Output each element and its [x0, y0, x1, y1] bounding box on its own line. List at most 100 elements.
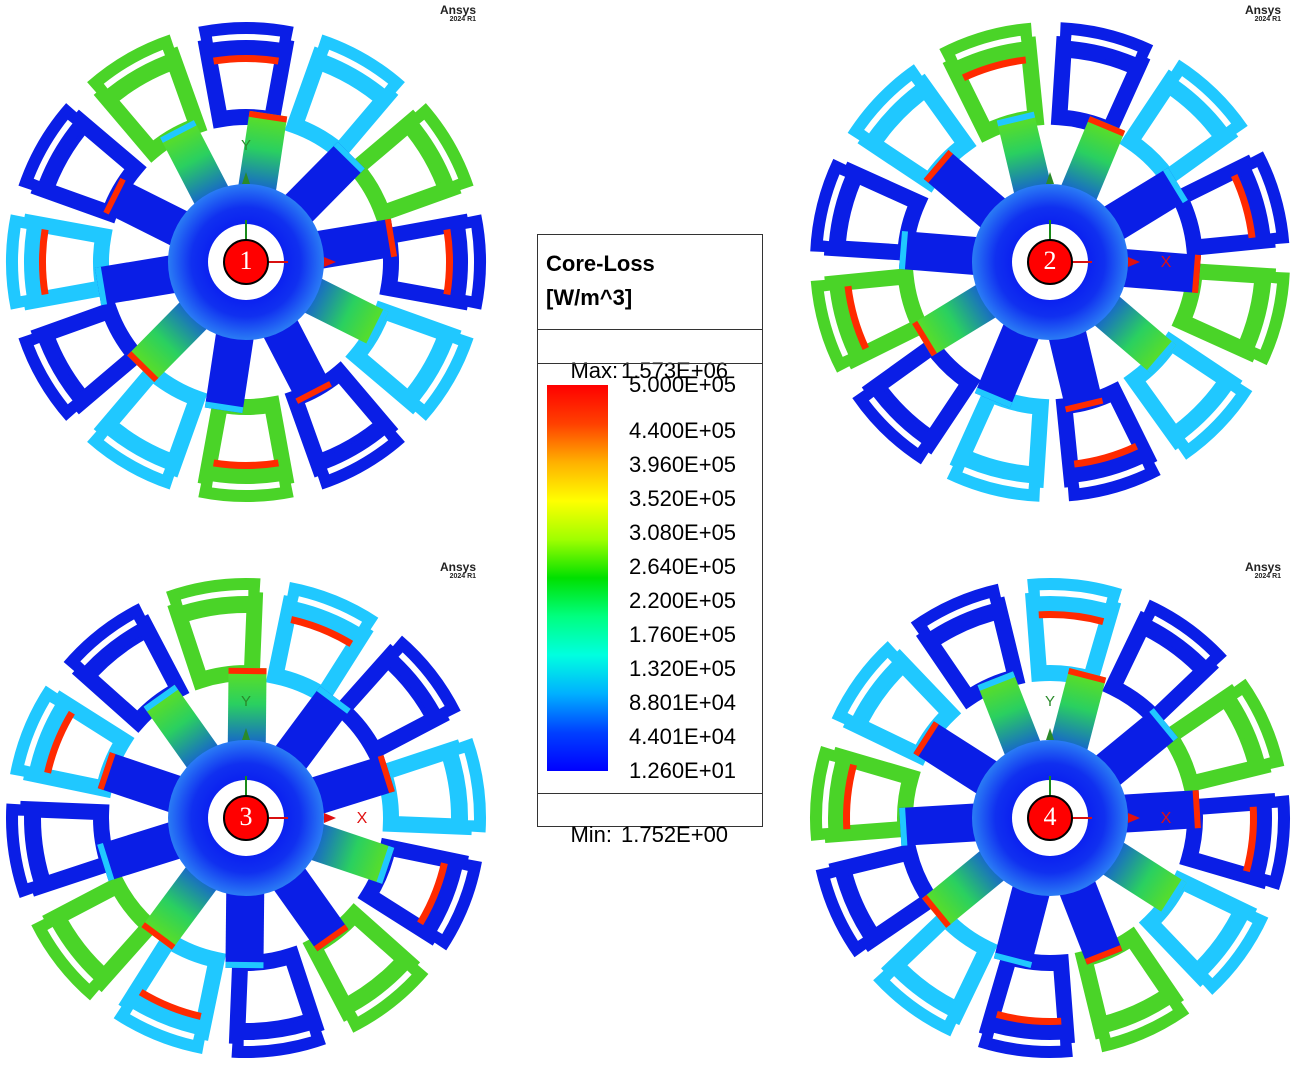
x-axis-label: X	[1161, 254, 1172, 271]
slot-gap	[1108, 1005, 1173, 1038]
legend-tick-label: 3.960E+05	[629, 452, 737, 477]
legend-tick-label: 8.801E+04	[629, 690, 737, 715]
slot-gap	[1208, 920, 1253, 979]
legend-tick-label: 5.000E+05	[629, 372, 737, 397]
y-arrow-icon	[242, 728, 250, 740]
legend-max: Max: 1.573E+06	[546, 332, 728, 410]
slot-gap	[24, 701, 55, 767]
stator-segment	[915, 596, 1026, 710]
hot-spot	[843, 763, 857, 830]
hot-spot	[844, 285, 869, 351]
stator-segment	[949, 383, 1050, 489]
slot-gap	[962, 466, 1030, 489]
hot-spot	[44, 710, 75, 774]
rotor-tooth	[225, 877, 265, 969]
rotor-tooth	[1045, 315, 1104, 413]
rotor-tooth	[227, 667, 267, 759]
stator-segment	[978, 947, 1075, 1044]
slot-gap	[889, 976, 948, 1021]
legend-tick-label: 3.080E+05	[629, 520, 737, 545]
hot-spot	[443, 229, 453, 295]
rotor-tooth	[899, 802, 992, 846]
motor-cross-section: Y X 3	[5, 578, 487, 1058]
legend-tick-label: 1.760E+05	[629, 622, 737, 647]
stator-segment	[1119, 69, 1239, 189]
rotor-tooth	[993, 871, 1054, 968]
stator-segment	[93, 46, 208, 163]
legend-tick-label: 1.320E+05	[629, 656, 737, 681]
slot-gap	[211, 481, 281, 491]
stator-segment	[302, 903, 421, 1022]
stator-segment	[1025, 592, 1122, 689]
ansys-watermark: Ansys 2024 R1	[440, 3, 477, 23]
core-loss-legend: Core-Loss [W/m^3] Max: 1.573E+06 5.000E+0…	[537, 234, 763, 847]
legend-tick-label: 1.260E+01	[629, 758, 737, 783]
slot-gap	[211, 33, 281, 43]
hot-spot	[1243, 806, 1257, 873]
slot-gap	[18, 815, 34, 884]
hot-spot	[961, 56, 1027, 81]
slot-gap	[1237, 695, 1270, 760]
stator-segment	[228, 945, 325, 1044]
slot-gap	[823, 174, 846, 242]
panel-number-label: 4	[1044, 802, 1057, 831]
slot-gap	[437, 869, 468, 935]
slot-gap	[129, 1009, 195, 1040]
slot-gap	[823, 290, 849, 357]
legend-min-label: Min:	[570, 822, 613, 847]
stator-segment	[284, 46, 399, 163]
legend-tick-label: 4.400E+05	[629, 418, 737, 443]
legend-max-value: 1.573E+06	[621, 358, 729, 383]
stator-segment	[942, 36, 1045, 143]
stator-segment	[1050, 35, 1151, 141]
stator-segment	[197, 395, 295, 488]
legend-divider	[538, 793, 762, 794]
slot-gap	[1254, 282, 1277, 350]
panel-number-marker	[223, 239, 269, 285]
slot-gap	[1039, 590, 1108, 604]
stator-segment	[42, 874, 161, 993]
stator-segment	[1055, 381, 1158, 488]
stator-segment	[1158, 683, 1272, 794]
rotor-tooth	[1046, 668, 1107, 765]
legend-max-label: Max:	[570, 358, 619, 383]
slot-gap	[1184, 390, 1236, 444]
stator-segment	[1169, 154, 1276, 257]
slot-gap	[465, 227, 474, 297]
panel-number-marker	[1027, 239, 1073, 285]
hot-spot	[1231, 173, 1256, 239]
legend-min-value: 1.752E+00	[621, 822, 729, 847]
legend-title: Core-Loss [W/m^3]	[546, 247, 655, 315]
stator-segment	[345, 109, 462, 224]
hot-spot	[995, 1011, 1062, 1025]
hot-spot	[39, 229, 49, 295]
stator-segment	[167, 592, 264, 691]
panel-number-label: 2	[1044, 246, 1057, 275]
stator-segment	[824, 267, 931, 370]
legend-title-line2: [W/m^3]	[546, 285, 633, 310]
slot-gap	[398, 652, 445, 710]
slot-gap	[47, 926, 94, 984]
hot-spot	[213, 459, 279, 469]
stator-segment	[93, 361, 208, 478]
legend-divider	[538, 329, 762, 330]
slot-gap	[955, 35, 1022, 61]
slot-gap	[103, 435, 165, 475]
slot-gap	[458, 752, 474, 821]
slot-gap	[103, 49, 165, 89]
panel-number-marker	[223, 795, 269, 841]
slot-gap	[1251, 167, 1277, 234]
y-arrow-icon	[1046, 172, 1054, 184]
legend-min: Min: 1.752E+00	[546, 796, 728, 874]
legend-tick-label: 4.401E+04	[629, 724, 737, 749]
slot-gap	[830, 876, 863, 941]
x-arrow-icon	[1128, 813, 1140, 823]
hot-spot	[213, 55, 279, 65]
legend-tick-label: 2.200E+05	[629, 588, 737, 613]
rotor-tooth	[204, 318, 256, 414]
slot-gap	[419, 119, 459, 181]
y-axis-label: Y	[241, 693, 251, 710]
stator-segment	[1102, 610, 1219, 730]
panel-number-label: 1	[240, 246, 253, 275]
slot-gap	[33, 119, 73, 181]
